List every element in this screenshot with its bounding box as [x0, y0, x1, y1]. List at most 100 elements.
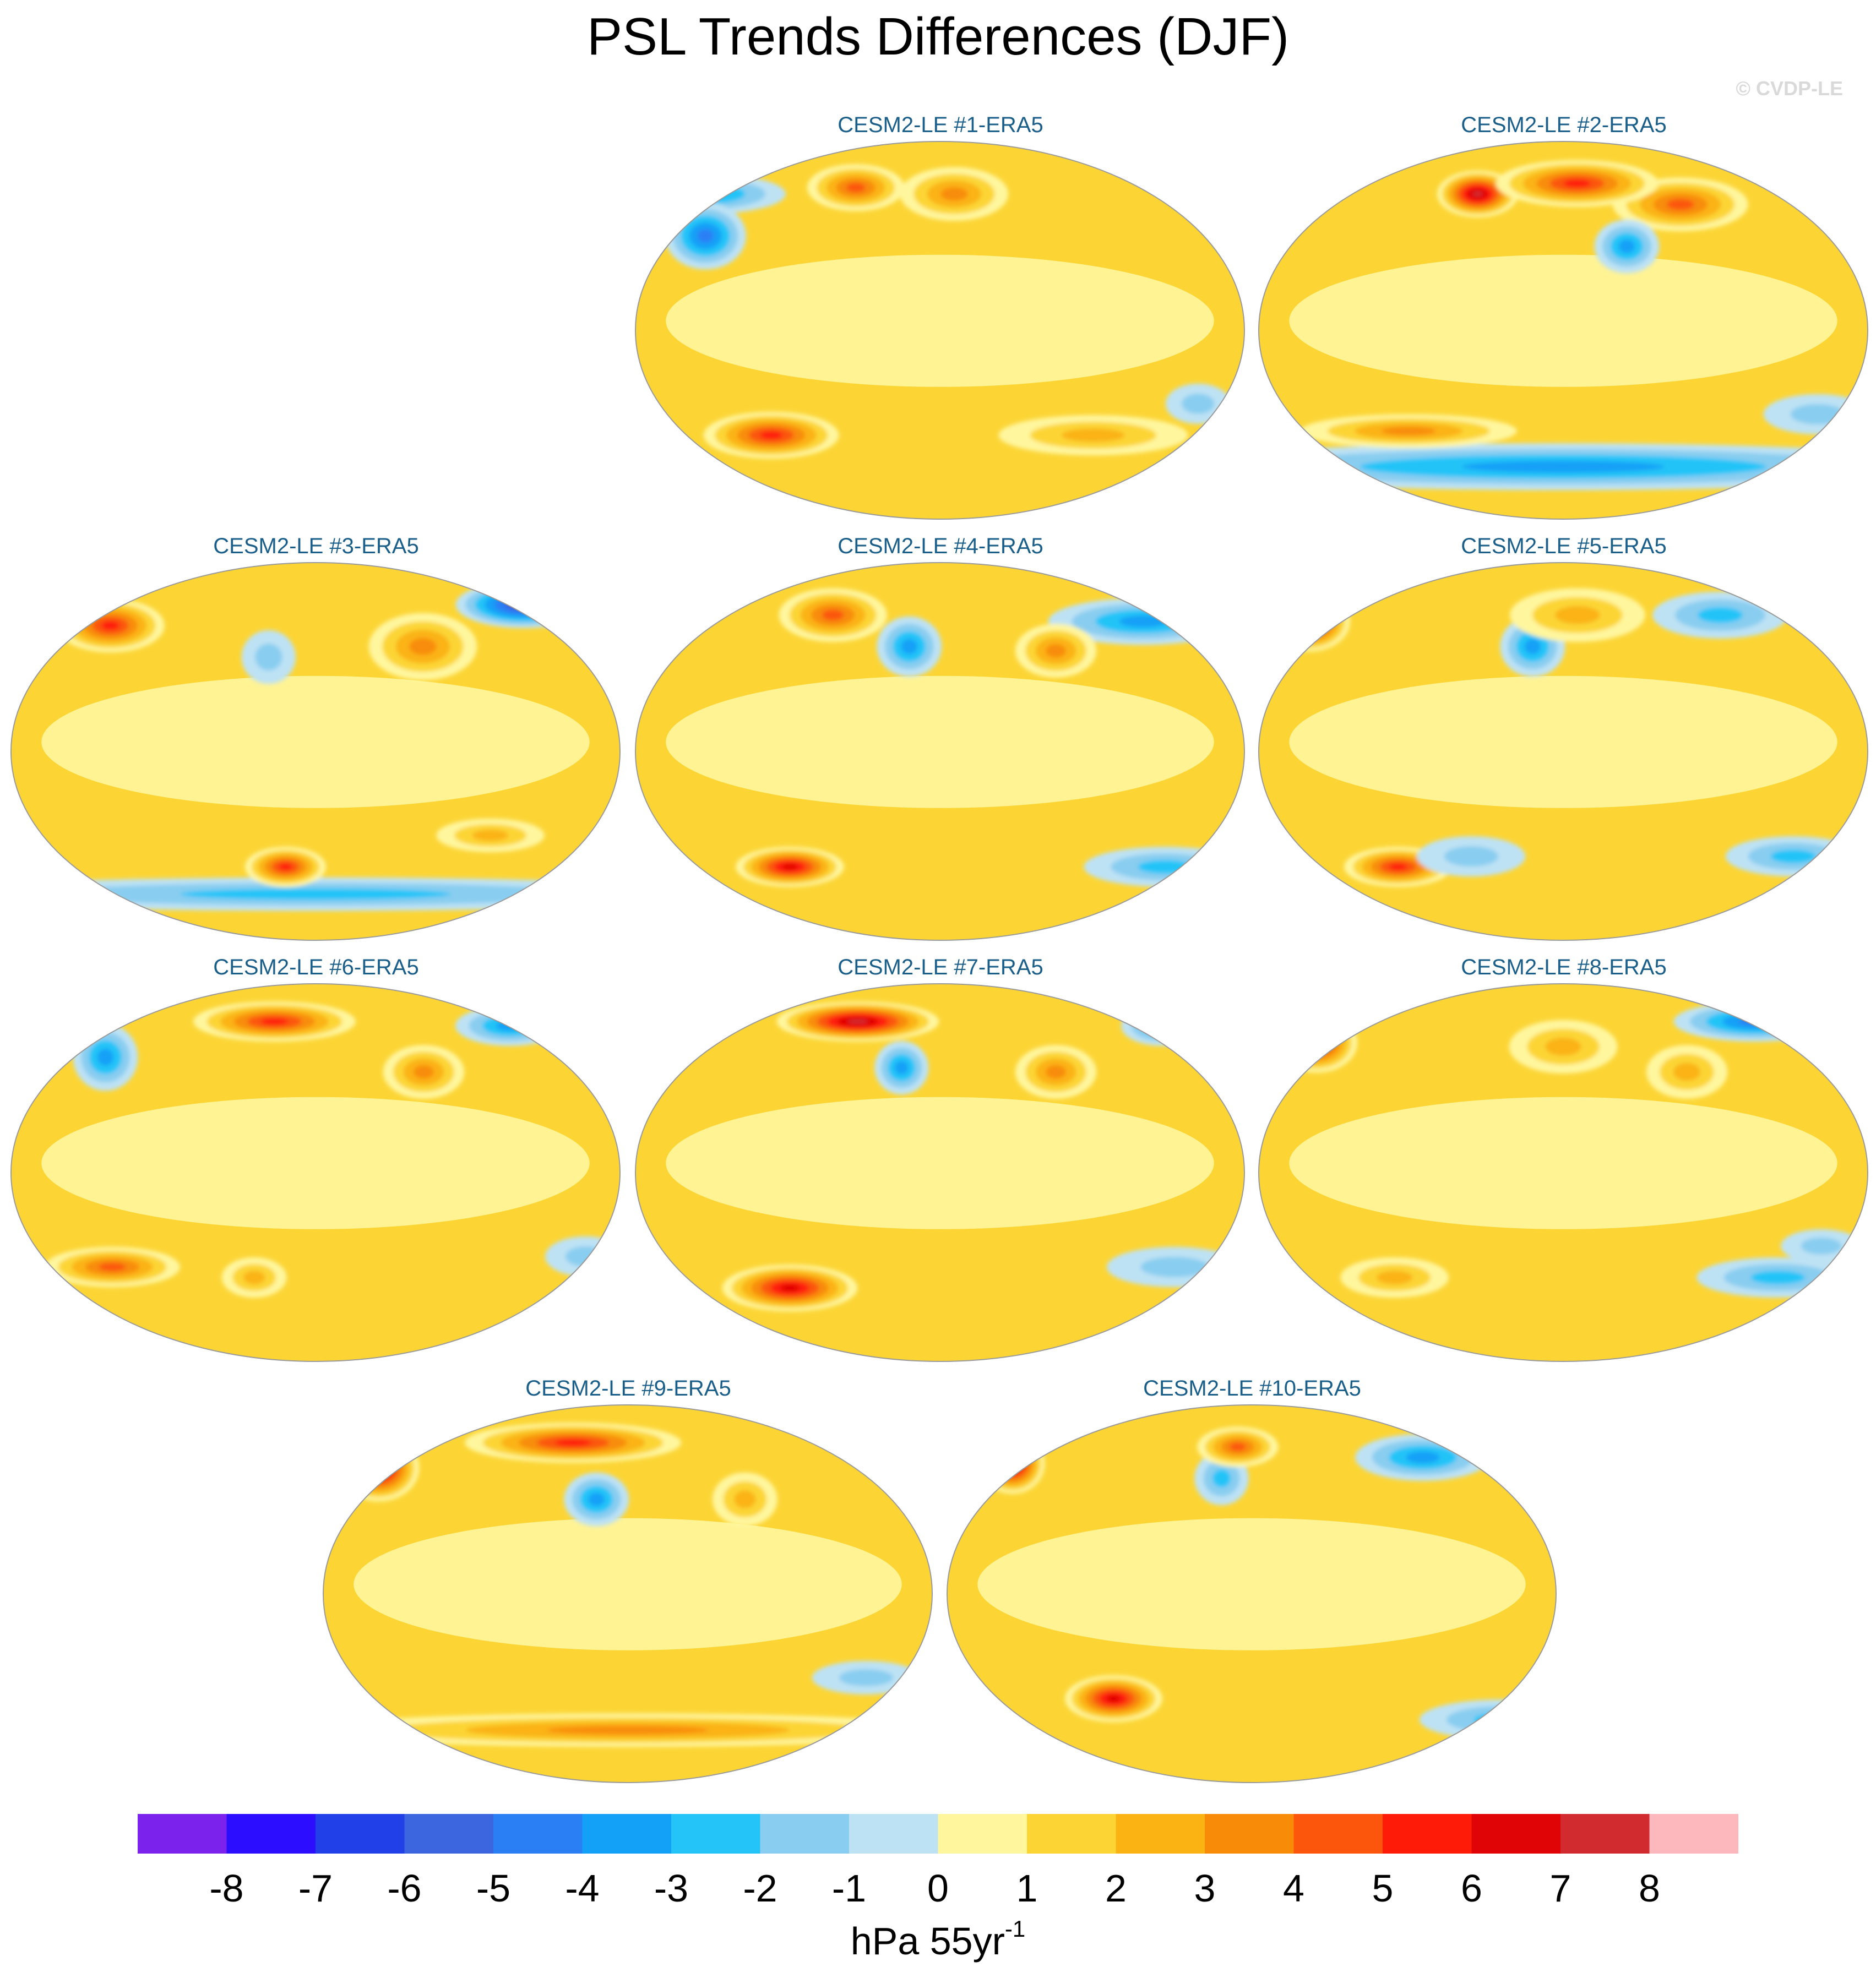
field-tropical-band — [354, 1518, 902, 1650]
panel-title: CESM2-LE #9-ERA5 — [525, 1376, 731, 1401]
trend-contour — [472, 830, 509, 841]
map-plot — [1258, 141, 1868, 520]
colorbar-swatch — [404, 1814, 494, 1854]
map-panel: CESM2-LE #8-ERA5 — [1258, 955, 1870, 1376]
trend-contour — [1473, 1713, 1528, 1726]
colorbar-ticks: -8 -7 -6 -5 -4 -3 -2 -1 0 1 2 3 4 5 6 7 8 — [0, 1866, 1876, 1916]
colorbar-tick-label: 6 — [1461, 1867, 1482, 1910]
trend-contour — [255, 644, 282, 671]
map-panel: CESM2-LE #9-ERA5 — [322, 1376, 934, 1797]
map-outline — [635, 562, 1245, 941]
trend-contour — [1790, 404, 1845, 424]
trend-contour — [565, 1246, 606, 1267]
trend-contour — [1738, 1017, 1771, 1026]
map-outline — [635, 141, 1245, 520]
trend-contour — [1305, 1034, 1329, 1051]
colorbar-tick-label: -2 — [743, 1867, 777, 1910]
panel-title: CESM2-LE #3-ERA5 — [213, 534, 419, 558]
map-plot — [10, 562, 621, 941]
trend-contour — [780, 1284, 800, 1292]
trend-contour — [546, 1726, 709, 1735]
trend-contour — [940, 187, 968, 201]
trend-contour — [1212, 1469, 1231, 1487]
map-outline — [947, 1404, 1557, 1783]
colorbar-swatch — [1471, 1814, 1561, 1854]
colorbar-tick-label: -6 — [387, 1867, 422, 1910]
colorbar-tick-label: 1 — [1016, 1867, 1038, 1910]
map-outline — [1258, 983, 1868, 1362]
trend-contour — [1279, 598, 1340, 644]
trend-contour — [1046, 644, 1066, 658]
trend-contour — [1141, 1015, 1182, 1036]
trend-contour — [760, 431, 783, 439]
panel-title: CESM2-LE #4-ERA5 — [838, 534, 1043, 558]
trend-contour — [101, 621, 119, 630]
field-tropical-band — [1289, 675, 1837, 808]
map-outline — [1258, 141, 1868, 520]
panel-title: CESM2-LE #8-ERA5 — [1461, 955, 1667, 979]
map-plot — [10, 983, 621, 1362]
field-tropical-band — [1289, 1097, 1837, 1229]
panel-title: CESM2-LE #5-ERA5 — [1461, 534, 1667, 558]
map-outline — [635, 983, 1245, 1362]
trend-contour — [895, 1061, 909, 1075]
map-panel: CESM2-LE #6-ERA5 — [10, 955, 622, 1376]
colorbar-swatch — [938, 1814, 1027, 1854]
units-label: hPa 55yr — [850, 1920, 1005, 1963]
trend-contour — [1461, 461, 1665, 473]
map-plot — [635, 562, 1245, 941]
colorbar-swatch — [1205, 1814, 1294, 1854]
trend-contour — [1284, 602, 1335, 641]
colorbar-units: hPa 55yr-1 — [0, 1916, 1876, 1963]
colorbar-tick-label: 2 — [1105, 1867, 1127, 1910]
colorbar-tick-label: 3 — [1194, 1867, 1216, 1910]
map-panel: CESM2-LE #1-ERA5 — [634, 113, 1247, 534]
trend-contour — [1673, 1062, 1701, 1081]
map-panel: CESM2-LE #5-ERA5 — [1258, 534, 1870, 955]
map-outline — [10, 983, 621, 1362]
trend-contour — [1770, 849, 1816, 863]
map-panel: CESM2-LE #3-ERA5 — [10, 534, 622, 955]
trend-contour — [373, 1463, 384, 1472]
map-outline — [1258, 562, 1868, 941]
colorbar-swatch — [582, 1814, 672, 1854]
colorbar-swatch — [493, 1814, 583, 1854]
colorbar-swatch — [316, 1814, 405, 1854]
map-panel: CESM2-LE #4-ERA5 — [634, 534, 1247, 955]
trend-contour — [1750, 1271, 1805, 1284]
trend-contour — [279, 863, 292, 870]
trend-contour — [1563, 179, 1591, 188]
map-plot — [323, 1404, 933, 1783]
trend-contour — [1389, 863, 1407, 870]
trend-contour — [504, 598, 543, 612]
trend-contour — [1182, 394, 1215, 414]
map-panel: CESM2-LE #7-ERA5 — [634, 955, 1247, 1376]
trend-contour — [1311, 1038, 1323, 1047]
trend-contour — [697, 229, 714, 243]
colorbar-swatch — [1116, 1814, 1205, 1854]
trend-contour — [1282, 1016, 1352, 1069]
figure-title: PSL Trends Differences (DJF) — [586, 7, 1290, 66]
trend-contour — [97, 1049, 114, 1066]
trend-contour — [1524, 639, 1541, 655]
trend-contour — [1618, 239, 1635, 253]
trend-contour — [1545, 1038, 1581, 1056]
colorbar-tick-label: 4 — [1283, 1867, 1304, 1910]
field-tropical-band — [41, 1097, 590, 1229]
trend-contour — [1294, 610, 1325, 633]
trend-contour — [1444, 846, 1499, 867]
colorbar-swatch — [1560, 1814, 1650, 1854]
field-tropical-band — [666, 254, 1214, 387]
colorbar-swatch — [1649, 1814, 1738, 1854]
trend-contour — [684, 189, 725, 199]
trend-contour — [1554, 606, 1600, 624]
colorbar-tick-label: -3 — [654, 1867, 689, 1910]
trend-contour — [901, 639, 918, 655]
trend-contour — [1472, 190, 1483, 197]
trend-contour — [469, 1010, 551, 1041]
map-outline — [323, 1404, 933, 1783]
field-tropical-band — [977, 1518, 1526, 1650]
trend-contour — [1446, 1706, 1555, 1734]
trend-contour — [358, 1451, 399, 1485]
